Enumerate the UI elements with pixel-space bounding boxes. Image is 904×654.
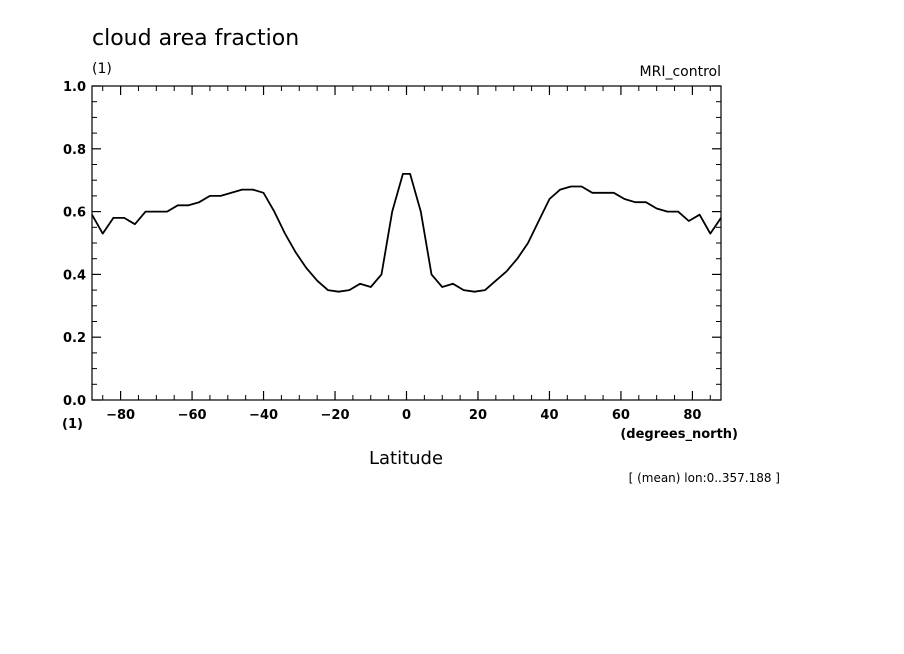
series-line xyxy=(91,173,722,293)
x-axis-ticks: −80 −60 −40 −20 0 20 40 60 80 xyxy=(106,86,701,423)
y-tick-label: 0.2 xyxy=(63,331,86,346)
x-units-label: (degrees_north) xyxy=(620,427,738,442)
plot-frame xyxy=(91,85,722,401)
x-units-left-label: (1) xyxy=(62,417,83,432)
minor-ticks xyxy=(92,86,721,400)
y-units-label: (1) xyxy=(92,61,112,77)
x-tick-label: 40 xyxy=(540,408,558,423)
x-tick-label: −20 xyxy=(321,408,350,423)
x-tick-label: −60 xyxy=(178,408,207,423)
x-axis-label: Latitude xyxy=(369,448,443,469)
mean-annotation: [ (mean) lon:0..357.188 ] xyxy=(629,471,780,485)
y-tick-label: 0.8 xyxy=(63,143,86,158)
dataset-label: MRI_control xyxy=(640,64,721,80)
x-tick-label: 80 xyxy=(683,408,701,423)
y-tick-label: 0.0 xyxy=(63,394,86,409)
x-tick-label: −40 xyxy=(249,408,278,423)
y-tick-label: 1.0 xyxy=(63,80,86,95)
y-axis-ticks: 0.0 0.2 0.4 0.6 0.8 1.0 xyxy=(63,80,721,409)
y-tick-label: 0.4 xyxy=(63,268,86,283)
x-tick-label: 60 xyxy=(612,408,630,423)
chart-title: cloud area fraction xyxy=(92,26,299,51)
y-tick-label: 0.6 xyxy=(63,206,86,221)
x-tick-label: 20 xyxy=(469,408,487,423)
x-tick-label: −80 xyxy=(106,408,135,423)
x-tick-label: 0 xyxy=(402,408,411,423)
